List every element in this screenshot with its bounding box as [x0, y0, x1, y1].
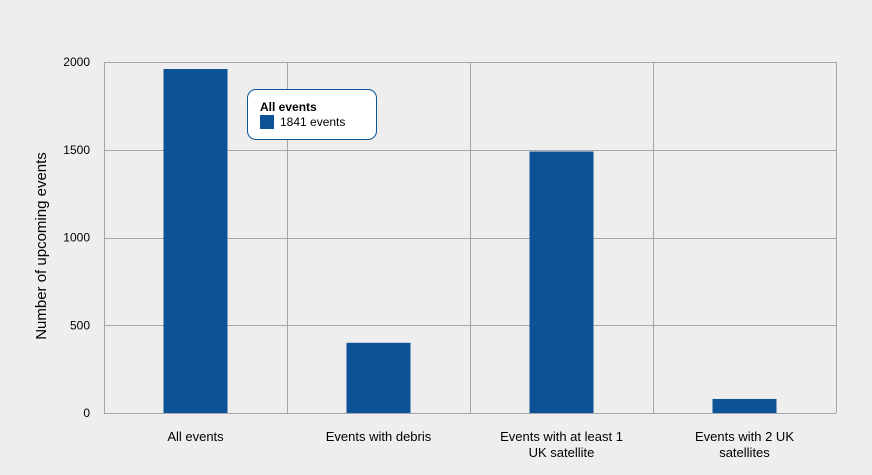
- tooltip-row: 1841 events: [260, 115, 364, 129]
- tooltip-value: 1841 events: [280, 115, 346, 129]
- bar: [163, 69, 228, 414]
- x-tick-label: Events with debris: [326, 429, 432, 444]
- data-tooltip: All events 1841 events: [247, 89, 377, 140]
- x-axis-ticks: All events Events with debris Events with …: [167, 429, 794, 460]
- y-tick-label: 2000: [63, 55, 90, 69]
- bar: [712, 398, 777, 413]
- x-tick-label: All events: [167, 429, 224, 444]
- bar: [346, 342, 411, 413]
- x-tick-label: Events with at least 1 UK satellite: [500, 429, 623, 460]
- x-tick-label: Events with 2 UK satellites: [695, 429, 794, 460]
- y-tick-label: 500: [70, 318, 90, 332]
- y-tick-label: 1000: [63, 231, 90, 245]
- y-axis-ticks: 0 500 1000 1500 2000: [63, 55, 90, 420]
- bar: [529, 151, 594, 413]
- y-axis-label: Number of upcoming events: [33, 152, 50, 340]
- y-tick-label: 0: [83, 406, 90, 420]
- tooltip-swatch: [260, 115, 274, 129]
- bars: [163, 69, 777, 414]
- tooltip-title: All events: [260, 100, 317, 114]
- y-tick-label: 1500: [63, 143, 90, 157]
